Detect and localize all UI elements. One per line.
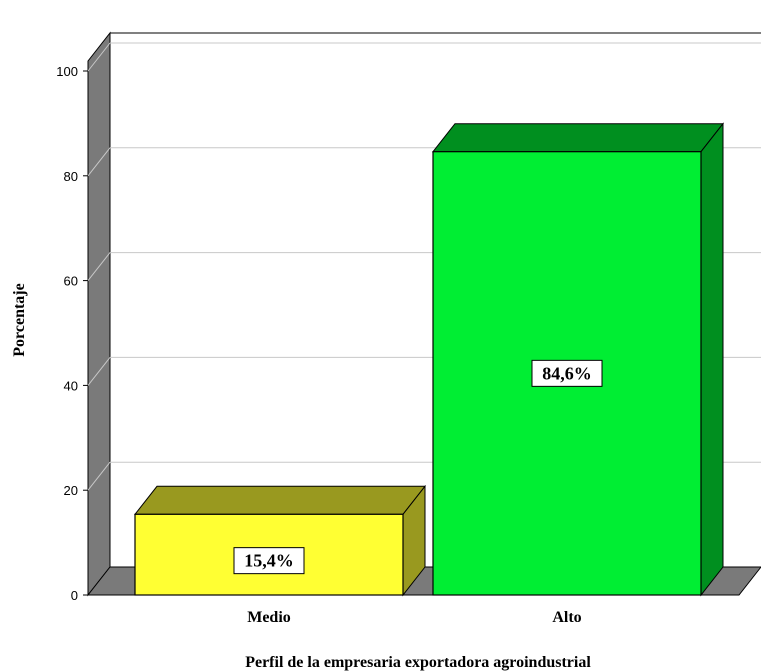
x-tick-label: Alto <box>552 609 581 626</box>
data-label: 15,4% <box>244 551 294 571</box>
gridline-side <box>87 147 111 177</box>
bar-top <box>431 123 725 153</box>
y-tick-label: 100 <box>56 64 78 79</box>
y-tick-label: 80 <box>64 169 78 184</box>
gridline-side <box>87 357 111 386</box>
x-axis-title: Perfil de la empresaria exportadora agro… <box>245 654 591 671</box>
y-axis-title: Porcentaje <box>11 283 28 356</box>
x-axis: Medio Alto <box>247 609 581 626</box>
gridline-side <box>87 252 111 281</box>
y-axis: 0 20 40 60 80 100 <box>56 64 88 603</box>
bar-top <box>133 485 427 515</box>
y-tick-label: 0 <box>71 588 78 603</box>
left-wall <box>87 31 111 597</box>
gridline-side <box>87 461 111 491</box>
x-tick-label: Medio <box>247 609 291 626</box>
y-tick-label: 60 <box>64 274 78 289</box>
data-label: 84,6% <box>542 363 592 383</box>
gridline-side <box>87 42 111 72</box>
y-tick-label: 40 <box>64 378 78 393</box>
bar-side <box>700 122 724 597</box>
data-label-box <box>233 547 305 575</box>
y-tick-label: 20 <box>64 483 78 498</box>
bars: 15,4% 84,6% <box>133 122 725 597</box>
data-label-box <box>531 359 603 387</box>
